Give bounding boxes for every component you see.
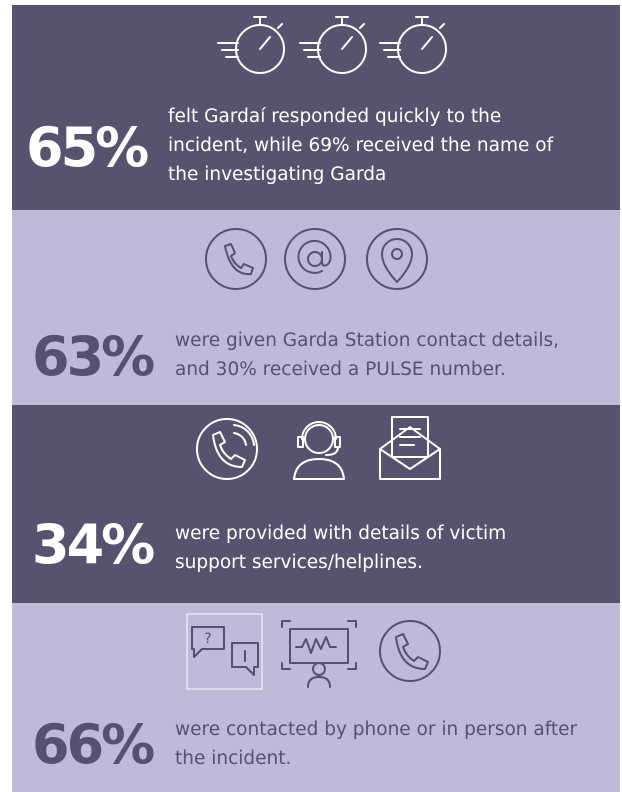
description: were given Garda Station contact details… [175, 326, 559, 384]
panel: ? 66% were contacted by phone or in pers… [12, 603, 620, 792]
svg-text:?: ? [204, 631, 211, 647]
text-line: support services/helplines. [175, 552, 423, 573]
description: were provided with details of victim supp… [175, 519, 506, 577]
communication-icons: ? [186, 613, 441, 690]
contact-icons [205, 228, 428, 290]
description: felt Gardaí responded quickly to the inci… [168, 102, 553, 189]
stat: 66% [32, 713, 155, 776]
support-icons [196, 416, 441, 480]
text-line: the investigating Garda [168, 164, 387, 185]
text-line: the incident. [175, 748, 292, 769]
description: were contacted by phone or in person aft… [175, 715, 577, 773]
stopwatch-icons [217, 16, 447, 74]
text-line: incident, while 69% received the name of [168, 135, 554, 156]
text-line: were given Garda Station contact details… [175, 330, 559, 351]
text-line: were provided with details of victim [175, 523, 507, 544]
panel: 65% felt Gardaí responded quickly to the… [12, 5, 620, 210]
panel: 63% were given Garda Station contact det… [12, 210, 620, 405]
text-line: felt Gardaí responded quickly to the [168, 106, 502, 127]
panel: 34% were provided with details of victim… [12, 405, 620, 603]
text-line: were contacted by phone or in person aft… [175, 719, 578, 740]
text-line: and 30% received a PULSE number. [175, 359, 506, 380]
stat: 34% [32, 513, 155, 576]
stat: 63% [32, 325, 155, 388]
stat: 65% [26, 116, 149, 179]
